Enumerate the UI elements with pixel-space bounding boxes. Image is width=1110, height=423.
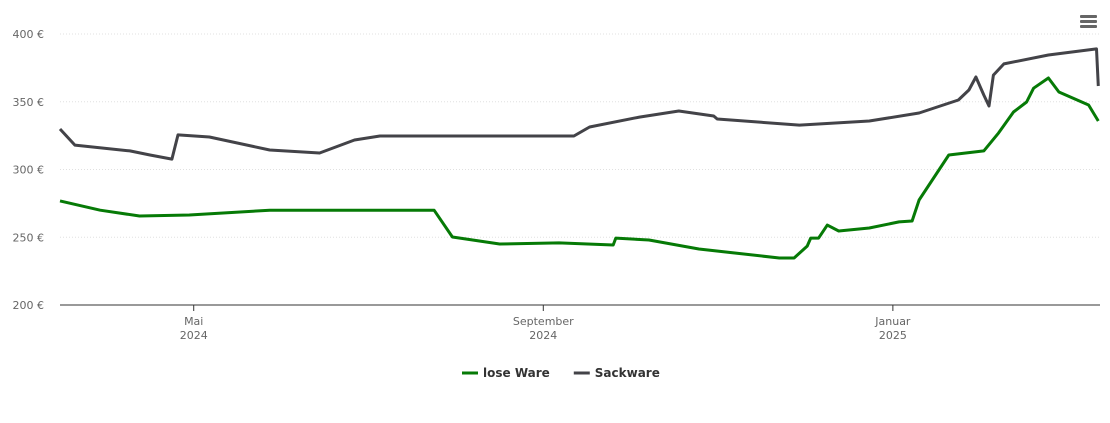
legend-item[interactable]: lose Ware xyxy=(462,366,550,380)
x-tick-label: September 2024 xyxy=(513,315,574,342)
legend-item[interactable]: Sackware xyxy=(573,366,660,380)
legend-label: Sackware xyxy=(595,366,660,380)
y-tick-label: 350 € xyxy=(13,96,45,109)
y-tick-label: 250 € xyxy=(13,231,45,244)
series-line xyxy=(59,76,1100,260)
x-tick-label: Mai 2024 xyxy=(180,315,208,342)
y-tick-label: 300 € xyxy=(13,164,45,177)
x-tick-label: Januar 2025 xyxy=(874,315,911,342)
y-tick-label: 400 € xyxy=(13,28,45,41)
legend-label: lose Ware xyxy=(483,366,550,380)
legend: lose Ware Sackware xyxy=(462,366,660,380)
series-line xyxy=(58,47,1100,161)
menu-icon[interactable] xyxy=(1080,15,1097,28)
y-tick-label: 200 € xyxy=(13,299,45,312)
